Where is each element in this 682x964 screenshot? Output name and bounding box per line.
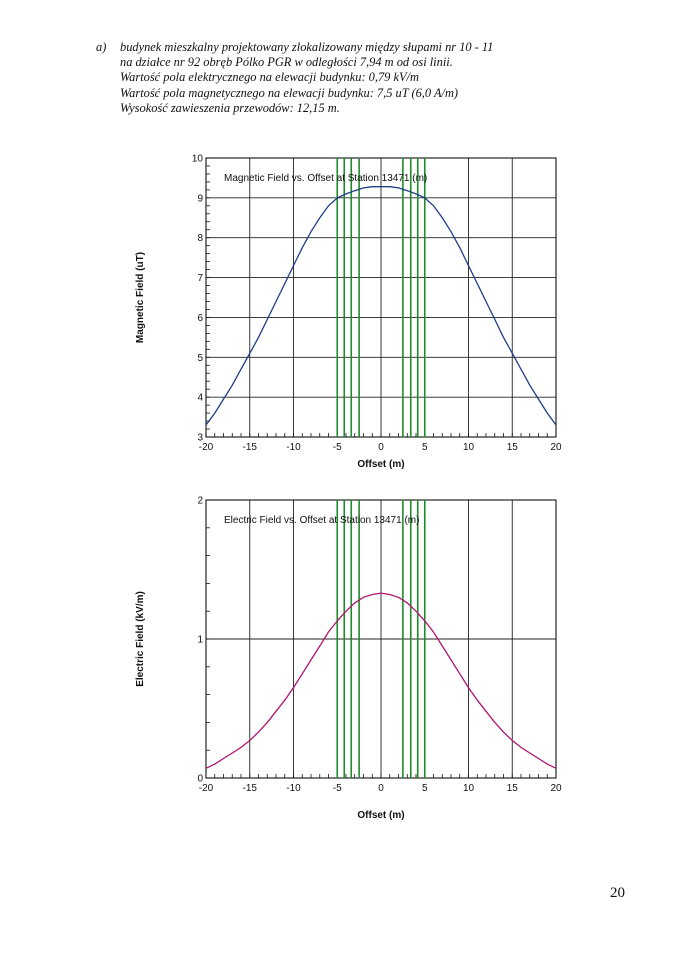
y-tick-label: 7 (197, 273, 203, 284)
y-tick-label: 10 (192, 154, 204, 165)
x-tick-label: -15 (243, 783, 258, 794)
description-line: budynek mieszkalny projektowany zlokaliz… (120, 40, 494, 54)
x-tick-label: 5 (422, 783, 428, 794)
magnetic-field-chart: Magnetic Field vs. Offset at Station 134… (135, 154, 562, 471)
x-tick-label: -5 (333, 783, 342, 794)
x-axis-label: Offset (m) (357, 459, 404, 470)
page-number: 20 (610, 885, 625, 901)
chart-title: Magnetic Field vs. Offset at Station 134… (224, 173, 427, 184)
data-series-line (205, 592, 557, 769)
x-tick-label: 10 (463, 442, 475, 453)
description-line: Wartość pola magnetycznego na elewacji b… (120, 85, 459, 100)
y-tick-label: 3 (197, 433, 203, 444)
y-tick-label: 1 (197, 635, 203, 646)
x-tick-label: -5 (333, 442, 342, 453)
x-tick-label: -10 (286, 442, 301, 453)
x-tick-label: -20 (199, 783, 214, 794)
chart-title: Electric Field vs. Offset at Station 134… (224, 515, 419, 526)
x-tick-label: -15 (243, 442, 258, 453)
x-tick-label: 5 (422, 442, 428, 453)
x-tick-label: 0 (378, 442, 384, 453)
y-tick-label: 2 (197, 496, 203, 507)
x-axis-label: Offset (m) (357, 810, 404, 821)
y-tick-label: 4 (197, 393, 203, 404)
y-tick-label: 6 (197, 313, 203, 324)
list-marker: a) (96, 40, 107, 54)
y-tick-label: 8 (197, 233, 203, 244)
y-tick-label: 9 (197, 193, 203, 204)
y-tick-label: 0 (197, 774, 203, 785)
x-tick-label: 20 (550, 442, 562, 453)
description-line: Wartość pola elektrycznego na elewacji b… (120, 70, 419, 85)
description-block: a) budynek mieszkalny projektowany zloka… (96, 40, 616, 116)
y-tick-label: 5 (197, 353, 203, 364)
x-tick-label: -10 (286, 783, 301, 794)
x-tick-label: 15 (507, 783, 519, 794)
data-series-line (205, 186, 557, 426)
x-tick-label: 10 (463, 783, 475, 794)
x-tick-label: -20 (199, 442, 214, 453)
y-axis-label: Magnetic Field (uT) (135, 252, 146, 343)
description-line: na działce nr 92 obręb Pólko PGR w odleg… (120, 55, 453, 70)
y-axis-label: Electric Field (kV/m) (135, 591, 146, 687)
x-tick-label: 15 (507, 442, 519, 453)
electric-field-chart: Electric Field vs. Offset at Station 134… (135, 496, 562, 822)
x-tick-label: 20 (550, 783, 562, 794)
x-tick-label: 0 (378, 783, 384, 794)
description-line: Wysokość zawieszenia przewodów: 12,15 m. (120, 100, 340, 115)
